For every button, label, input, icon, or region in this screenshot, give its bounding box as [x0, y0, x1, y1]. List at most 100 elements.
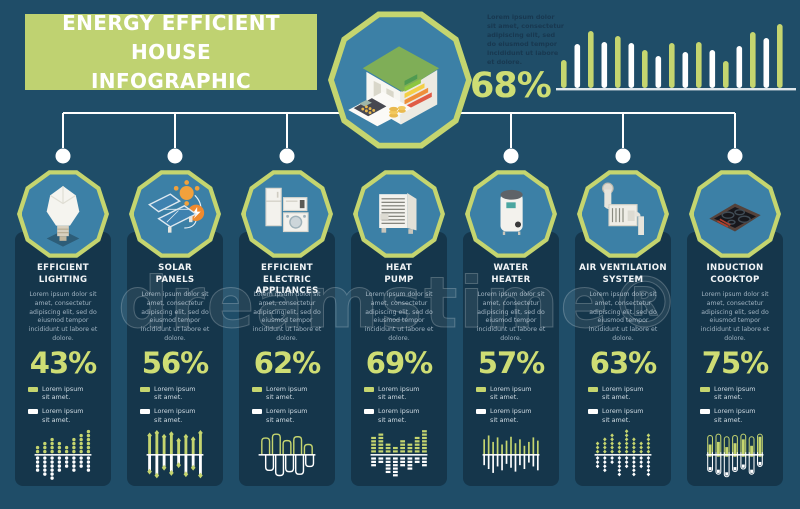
water-heater-icon	[476, 179, 546, 249]
legend-swatch-green	[476, 386, 486, 392]
category-column: HEAT PUMP Lorem ipsum dolor sit amet, co…	[351, 168, 447, 486]
category-percent: 62%	[253, 345, 321, 380]
category-chart	[594, 429, 652, 477]
category-chart	[34, 430, 92, 481]
category-badge	[577, 168, 669, 260]
electric-appliances-icon	[252, 179, 322, 249]
category-column: WATER HEATER Lorem ipsum dolor sit amet,…	[463, 168, 559, 486]
title-line-2: INFOGRAPHIC	[90, 68, 252, 93]
category-chart	[370, 430, 428, 477]
category-chart	[146, 430, 204, 479]
category-card: SOLAR PANELS Lorem ipsum dolor sit amet,…	[127, 232, 223, 486]
category-title-line-2: HEATER	[491, 274, 531, 285]
category-chart	[258, 433, 316, 477]
category-title-line-2: COOKTOP	[710, 274, 760, 285]
category-title-line-1: EFFICIENT ELECTRIC	[261, 263, 313, 285]
category-card: HEAT PUMP Lorem ipsum dolor sit amet, co…	[351, 232, 447, 486]
light-bulb-icon	[28, 179, 98, 249]
legend-item: Lorem ipsum sit amet.	[476, 407, 559, 424]
legend-swatch-white	[476, 409, 486, 415]
legend-swatch-green	[28, 386, 38, 392]
category-badge	[17, 168, 109, 260]
category-description: Lorem ipsum dolor sit amet, consectetur …	[476, 291, 546, 342]
category-column: INDUCTION COOKTOP Lorem ipsum dolor sit …	[687, 168, 783, 486]
category-title: INDUCTION COOKTOP	[687, 263, 783, 287]
category-title-line-1: EFFICIENT	[37, 263, 89, 273]
category-card: WATER HEATER Lorem ipsum dolor sit amet,…	[463, 232, 559, 486]
category-title-line-1: SOLAR	[158, 263, 192, 273]
legend-label: Lorem ipsum sit amet.	[154, 407, 196, 424]
legend-swatch-white	[588, 409, 598, 415]
legend-swatch-white	[364, 409, 374, 415]
category-badge	[241, 168, 333, 260]
legend-item: Lorem ipsum sit amet.	[700, 385, 783, 402]
legend-label: Lorem ipsum sit amet.	[42, 384, 84, 402]
header-percent: 68%	[470, 66, 552, 106]
legend-swatch-green	[140, 386, 150, 392]
category-title-line-2: PANELS	[155, 274, 195, 285]
category-percent: 57%	[477, 345, 545, 380]
category-badge	[465, 168, 557, 260]
category-title-line-1: HEAT	[385, 263, 413, 273]
legend-item: Lorem ipsum sit amet.	[28, 385, 111, 402]
legend: Lorem ipsum sit amet. Lorem ipsum sit am…	[588, 385, 671, 430]
legend-item: Lorem ipsum sit amet.	[364, 407, 447, 424]
category-card: EFFICIENT LIGHTING Lorem ipsum dolor sit…	[15, 232, 111, 486]
category-title-line-1: INDUCTION	[706, 263, 764, 273]
category-title: EFFICIENT LIGHTING	[15, 263, 111, 287]
legend-label: Lorem ipsum sit amet.	[490, 407, 532, 424]
legend: Lorem ipsum sit amet. Lorem ipsum sit am…	[364, 385, 447, 430]
category-title-line-2: PUMP	[384, 274, 414, 285]
category-description: Lorem ipsum dolor sit amet, consectetur …	[252, 291, 322, 342]
legend-swatch-white	[700, 409, 710, 415]
category-title: SOLAR PANELS	[127, 263, 223, 287]
legend-item: Lorem ipsum sit amet.	[28, 407, 111, 424]
title-banner: ENERGY EFFICIENT HOUSE INFOGRAPHIC	[25, 11, 317, 93]
legend-label: Lorem ipsum sit amet.	[266, 407, 308, 424]
category-percent: 43%	[29, 345, 97, 380]
legend: Lorem ipsum sit amet. Lorem ipsum sit am…	[28, 385, 111, 430]
legend-item: Lorem ipsum sit amet.	[252, 407, 335, 424]
legend-label: Lorem ipsum sit amet.	[714, 384, 756, 402]
energy-efficient-house-icon	[341, 21, 459, 139]
category-description: Lorem ipsum dolor sit amet, consectetur …	[28, 291, 98, 342]
category-card: AIR VENTILATION SYSTEM Lorem ipsum dolor…	[575, 232, 671, 486]
category-description: Lorem ipsum dolor sit amet, consectetur …	[364, 291, 434, 342]
legend-item: Lorem ipsum sit amet.	[700, 407, 783, 424]
category-title: WATER HEATER	[463, 263, 559, 287]
category-description: Lorem ipsum dolor sit amet, consectetur …	[700, 291, 770, 342]
category-card: INDUCTION COOKTOP Lorem ipsum dolor sit …	[687, 232, 783, 486]
legend-label: Lorem ipsum sit amet.	[602, 384, 644, 402]
air-ventilation-icon	[588, 179, 658, 249]
header-description: Lorem ipsum dolor sit amet, consectetur …	[487, 13, 565, 67]
category-badge	[129, 168, 221, 260]
legend-swatch-white	[140, 409, 150, 415]
legend-label: Lorem ipsum sit amet.	[490, 384, 532, 402]
category-badge	[689, 168, 781, 260]
legend-label: Lorem ipsum sit amet.	[154, 384, 196, 402]
category-title: EFFICIENT ELECTRIC APPLIANCES	[239, 263, 335, 296]
legend-item: Lorem ipsum sit amet.	[364, 385, 447, 402]
category-percent: 75%	[701, 345, 769, 380]
legend-swatch-green	[364, 386, 374, 392]
category-column: EFFICIENT LIGHTING Lorem ipsum dolor sit…	[15, 168, 111, 486]
induction-cooktop-icon	[700, 179, 770, 249]
legend-label: Lorem ipsum sit amet.	[378, 384, 420, 402]
category-description: Lorem ipsum dolor sit amet, consectetur …	[140, 291, 210, 342]
legend-swatch-green	[252, 386, 262, 392]
legend-swatch-white	[252, 409, 262, 415]
legend-item: Lorem ipsum sit amet.	[588, 385, 671, 402]
legend-item: Lorem ipsum sit amet.	[476, 385, 559, 402]
legend-item: Lorem ipsum sit amet.	[252, 385, 335, 402]
category-title-line-2: APPLIANCES	[255, 286, 319, 297]
legend: Lorem ipsum sit amet. Lorem ipsum sit am…	[252, 385, 335, 430]
house-badge	[328, 8, 472, 152]
legend-item: Lorem ipsum sit amet.	[140, 385, 223, 402]
legend-label: Lorem ipsum sit amet.	[714, 407, 756, 424]
legend: Lorem ipsum sit amet. Lorem ipsum sit am…	[700, 385, 783, 430]
header-bar-chart	[556, 24, 796, 91]
legend-swatch-green	[588, 386, 598, 392]
legend: Lorem ipsum sit amet. Lorem ipsum sit am…	[140, 385, 223, 430]
category-percent: 69%	[365, 345, 433, 380]
